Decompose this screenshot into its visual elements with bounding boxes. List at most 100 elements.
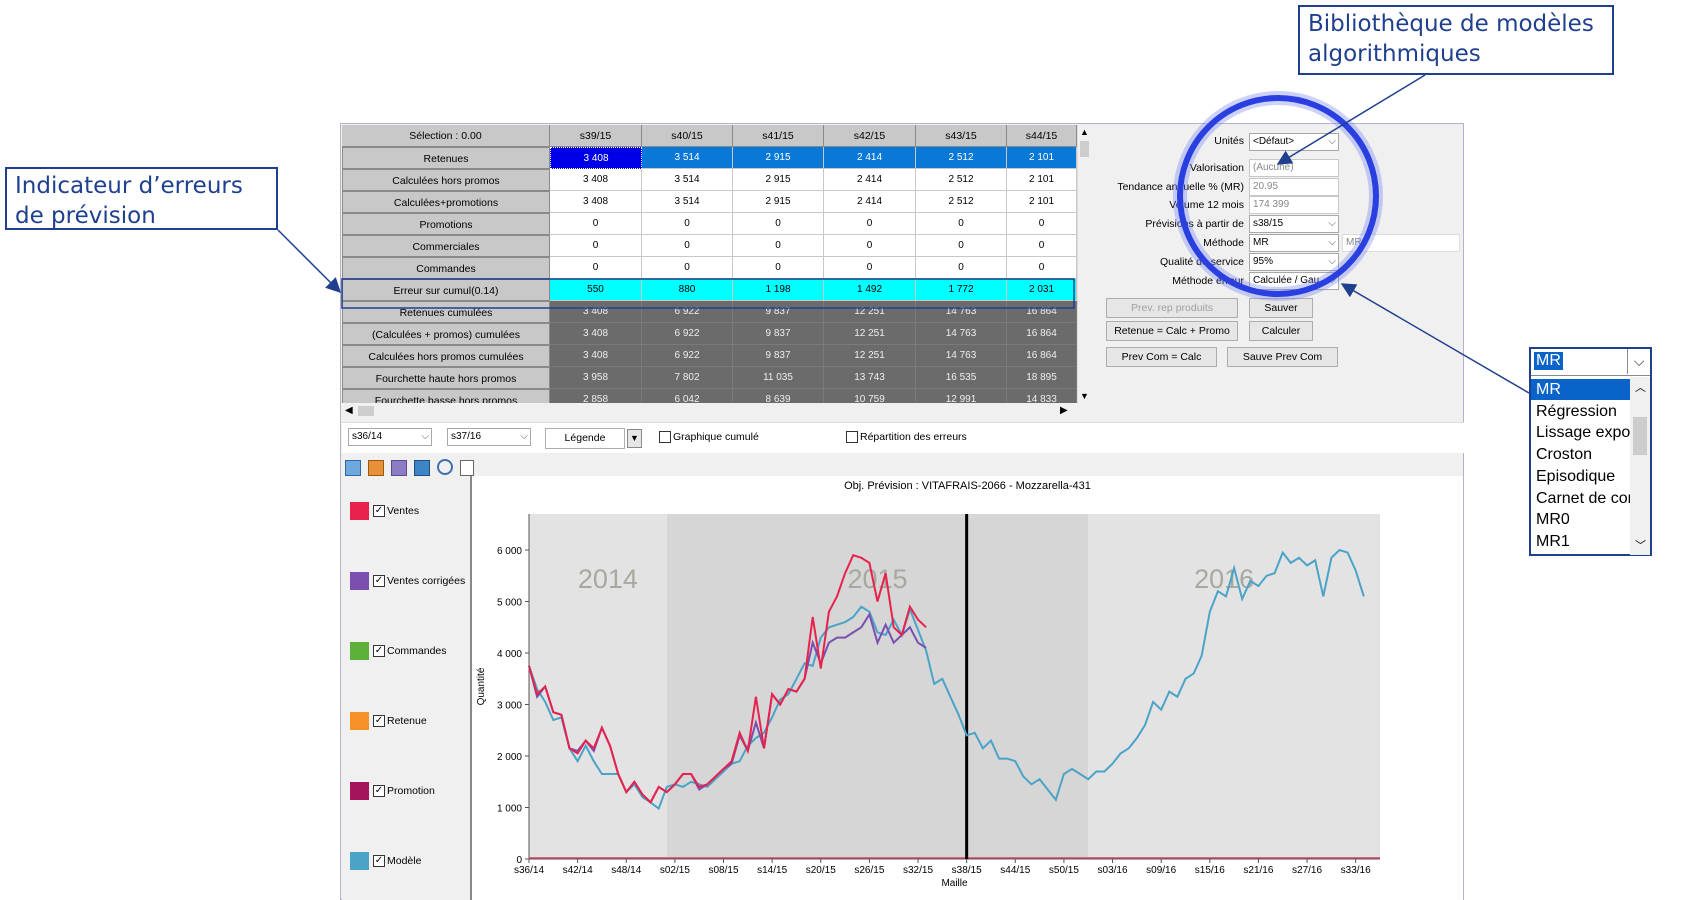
grid-cell[interactable]: 3 408 (550, 301, 642, 323)
grid-col-header[interactable]: s44/15 (1007, 125, 1077, 147)
grid-cell[interactable]: 14 763 (916, 323, 1007, 345)
grid-cell[interactable]: 7 802 (642, 367, 733, 389)
dropdown-option[interactable]: MR0 (1536, 511, 1570, 529)
checkbox-checked-icon[interactable]: ✓ (373, 505, 385, 518)
grid-cell[interactable]: 12 251 (824, 323, 916, 345)
tendance-field[interactable]: 20.95 (1249, 178, 1339, 196)
grid-col-header[interactable]: s41/15 (733, 125, 824, 147)
grid-cell[interactable]: 1 198 (733, 279, 824, 301)
grid-header-label[interactable]: Sélection : 0.00 (342, 125, 550, 147)
grid-cell[interactable]: 6 922 (642, 323, 733, 345)
grid-cell[interactable]: 2 915 (733, 191, 824, 213)
sauver-button[interactable]: Sauver (1249, 298, 1313, 318)
grid-cell[interactable]: 14 763 (916, 301, 1007, 323)
grid-cell[interactable]: 12 991 (916, 389, 1007, 403)
grid-cell[interactable]: 0 (642, 257, 733, 279)
grid-cell[interactable]: 16 864 (1007, 323, 1077, 345)
checkbox-checked-icon[interactable]: ✓ (373, 785, 385, 798)
checkbox-checked-icon[interactable]: ✓ (373, 715, 385, 728)
grid-row-label[interactable]: Retenues (342, 147, 550, 169)
qualite-select[interactable]: 95% ⌵ (1249, 253, 1339, 271)
grid-cell[interactable]: 18 895 (1007, 367, 1077, 389)
checkbox-checked-icon[interactable]: ✓ (373, 855, 385, 868)
grid-row-label[interactable]: Calculées hors promos (342, 169, 550, 191)
sauve-prev-com-button[interactable]: Sauve Prev Com (1227, 347, 1338, 367)
grid-cell[interactable]: 0 (550, 213, 642, 235)
scroll-thumb[interactable] (1080, 141, 1089, 157)
grid-cell[interactable]: 9 837 (733, 301, 824, 323)
grid-cell[interactable]: 0 (824, 257, 916, 279)
prev-com-calc-button[interactable]: Prev Com = Calc (1106, 347, 1217, 367)
grid-cell[interactable]: 0 (824, 213, 916, 235)
dropdown-option[interactable]: Régression (1536, 402, 1617, 420)
grid-cell[interactable]: 2 512 (916, 147, 1007, 169)
scroll-up-icon[interactable]: ︿ (1635, 382, 1646, 394)
grid-cell[interactable]: 14 763 (916, 345, 1007, 367)
chevron-down-icon[interactable]: ⌵ (1627, 349, 1650, 374)
graphique-cumule-checkbox[interactable]: Graphique cumulé (659, 431, 759, 444)
grid-cell[interactable]: 0 (642, 213, 733, 235)
grid-cell[interactable]: 2 414 (824, 169, 916, 191)
grid-cell[interactable]: 2 414 (824, 191, 916, 213)
grid-row-label[interactable]: (Calculées + promos) cumulées (342, 323, 550, 345)
dropdown-option[interactable]: Lissage exponentiel (1536, 424, 1646, 442)
zoom-icon[interactable] (437, 459, 453, 475)
grid-cell[interactable]: 2 512 (916, 169, 1007, 191)
methode-extra-field[interactable]: MR (1342, 234, 1460, 252)
checkbox-icon[interactable] (846, 431, 858, 444)
legende-button[interactable]: Légende (545, 428, 625, 449)
scroll-down-icon[interactable]: ﹀ (1635, 540, 1646, 552)
grid-cell[interactable]: 1 772 (916, 279, 1007, 301)
grid-cell[interactable]: 16 864 (1007, 345, 1077, 367)
checkbox-checked-icon[interactable]: ✓ (373, 645, 385, 658)
grid-cell[interactable]: 0 (1007, 235, 1077, 257)
grid-cell[interactable]: 12 251 (824, 301, 916, 323)
grid-cell[interactable]: 0 (1007, 257, 1077, 279)
legend-item[interactable]: ✓ Retenue (350, 712, 427, 732)
grid-cell[interactable]: 13 743 (824, 367, 916, 389)
grid-cell[interactable]: 880 (642, 279, 733, 301)
dropdown-scrollbar[interactable]: ︿ ﹀ (1630, 377, 1650, 555)
legend-item[interactable]: ✓ Ventes (350, 502, 419, 522)
grid-vertical-scrollbar[interactable]: ▲ ▼ (1077, 125, 1091, 403)
grid-row-label[interactable]: Commandes (342, 257, 550, 279)
grid-cell[interactable]: 0 (733, 213, 824, 235)
scroll-right-icon[interactable]: ▶ (1060, 405, 1068, 416)
grid-cell[interactable]: 3 408 (550, 345, 642, 367)
grid-cell[interactable]: 6 922 (642, 301, 733, 323)
grid-cell[interactable]: 0 (733, 235, 824, 257)
grid-cell[interactable]: 16 864 (1007, 301, 1077, 323)
grid-cell[interactable]: 3 408 (550, 147, 642, 169)
dropdown-option[interactable]: MR1 (1536, 532, 1570, 550)
arrow-right-icon[interactable] (414, 460, 430, 476)
grid-row-label[interactable]: Calculées hors promos cumulées (342, 345, 550, 367)
grid-cell[interactable]: 2 101 (1007, 191, 1077, 213)
grid-horizontal-scrollbar[interactable]: ◀ ▶ (342, 403, 1091, 419)
repartition-checkbox[interactable]: Répartition des erreurs (846, 431, 967, 444)
report-icon[interactable] (460, 460, 474, 476)
retenue-calc-promo-button[interactable]: Retenue = Calc + Promo (1106, 321, 1238, 341)
grid-row-label[interactable]: Calculées+promotions (342, 191, 550, 213)
grid-cell[interactable]: 3 408 (550, 169, 642, 191)
grid-cell[interactable]: 10 759 (824, 389, 916, 403)
grid-cell[interactable]: 2 915 (733, 147, 824, 169)
legend-item[interactable]: ✓ Ventes corrigées (350, 572, 465, 592)
grid-row-label[interactable]: Erreur sur cumul(0.14) (342, 279, 550, 301)
grid-cell[interactable]: 0 (916, 213, 1007, 235)
prev-rep-produits-button[interactable]: Prev. rep produits (1106, 298, 1238, 318)
legende-dropdown-icon[interactable]: ▼ (627, 429, 642, 448)
dropdown-option[interactable]: MR (1531, 379, 1641, 400)
volume-field[interactable]: 174 399 (1249, 196, 1339, 214)
grid-cell[interactable]: 2 101 (1007, 169, 1077, 191)
grid-cell[interactable]: 2 031 (1007, 279, 1077, 301)
scroll-up-icon[interactable]: ▲ (1080, 127, 1089, 137)
methode-erreur-select[interactable]: Calculée / Gau ⌵ (1249, 272, 1339, 290)
checkbox-checked-icon[interactable]: ✓ (373, 575, 385, 588)
legend-item[interactable]: ✓ Promotion (350, 782, 435, 802)
grid-cell[interactable]: 14 833 (1007, 389, 1077, 403)
grid-row-label[interactable]: Retenues cumulées (342, 301, 550, 323)
grid-row-label[interactable]: Promotions (342, 213, 550, 235)
edit-chart-icon[interactable] (345, 460, 361, 476)
prevision-start-select[interactable]: s38/15 ⌵ (1249, 215, 1339, 233)
grid-cell[interactable]: 11 035 (733, 367, 824, 389)
